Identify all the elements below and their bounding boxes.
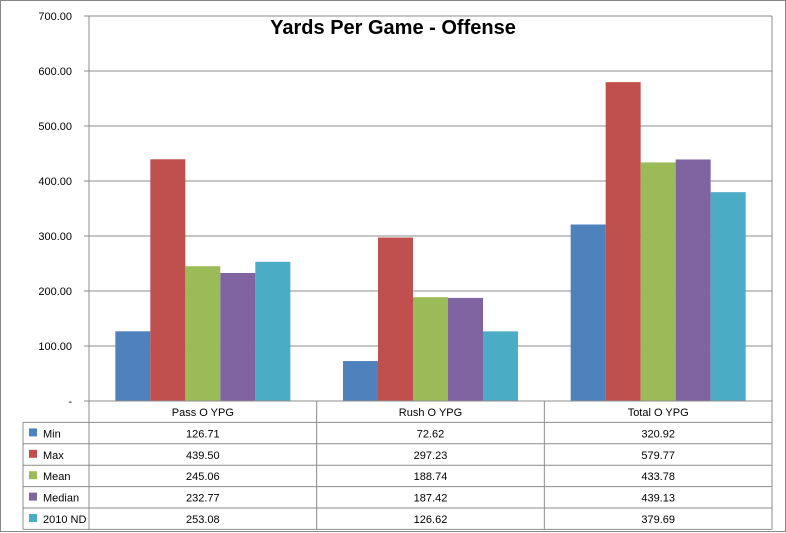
y-tick-label: 300.00 (38, 231, 72, 243)
bar-2010-nd-2 (710, 192, 746, 401)
legend-swatch (29, 492, 37, 501)
legend-swatch (29, 514, 37, 522)
bar-min-2 (570, 224, 606, 401)
legend-label: Mean (43, 471, 71, 483)
legend-label: Max (43, 450, 64, 462)
data-label: 126.62 (414, 514, 448, 526)
category-label: Total O YPG (628, 407, 689, 419)
y-tick-label: 600.00 (38, 66, 72, 78)
data-label: 433.78 (641, 471, 675, 483)
bar-mean-2 (640, 162, 676, 401)
legend-label: Min (43, 428, 61, 440)
data-label: 439.13 (641, 493, 675, 505)
data-label: 579.77 (641, 450, 675, 462)
bar-mean-0 (185, 266, 221, 401)
data-table: Pass O YPG Rush O YPG Total O YPG Min 126.71… (22, 400, 773, 530)
data-label: 253.08 (186, 514, 220, 526)
y-tick-label: - (68, 396, 72, 408)
bar-2010-nd-1 (483, 331, 518, 401)
bar-max-2 (605, 82, 641, 402)
data-label: 320.92 (641, 428, 675, 440)
y-tick-label: 200.00 (38, 286, 72, 298)
legend-swatch (29, 428, 37, 437)
y-tick-label: 500.00 (38, 121, 72, 133)
data-label: 232.77 (186, 493, 220, 505)
data-label: 379.69 (641, 514, 675, 526)
bar-max-0 (150, 159, 186, 401)
bar-min-0 (115, 331, 151, 401)
category-label: Rush O YPG (399, 407, 462, 419)
y-tick-label: 400.00 (38, 176, 72, 188)
data-label: 439.50 (186, 450, 220, 462)
legend-swatch (29, 471, 37, 480)
bars (115, 82, 746, 402)
bar-max-1 (378, 237, 413, 401)
data-label: 188.74 (414, 471, 448, 483)
y-axis: - 100.00 200.00 300.00 400.00 500.00 600.00 700… (38, 11, 90, 408)
y-tick-label: 100.00 (38, 341, 72, 353)
data-label: 187.42 (414, 493, 448, 505)
data-label: 297.23 (414, 450, 448, 462)
chart-title: Yards Per Game - Offense (270, 17, 516, 39)
legend-swatch (29, 449, 37, 458)
y-tick-label: 700.00 (38, 11, 72, 23)
bar-mean-1 (413, 297, 448, 401)
bar-median-2 (675, 159, 711, 401)
data-label: 72.62 (417, 428, 445, 440)
legend-label: Median (43, 493, 79, 505)
bar-median-1 (448, 297, 483, 401)
data-label: 126.71 (186, 428, 220, 440)
bar-median-0 (220, 272, 256, 401)
legend-label: 2010 ND (43, 514, 86, 526)
category-label: Pass O YPG (172, 407, 234, 419)
data-label: 245.06 (186, 471, 220, 483)
bar-2010-nd-0 (255, 261, 291, 401)
bar-min-1 (343, 361, 378, 401)
